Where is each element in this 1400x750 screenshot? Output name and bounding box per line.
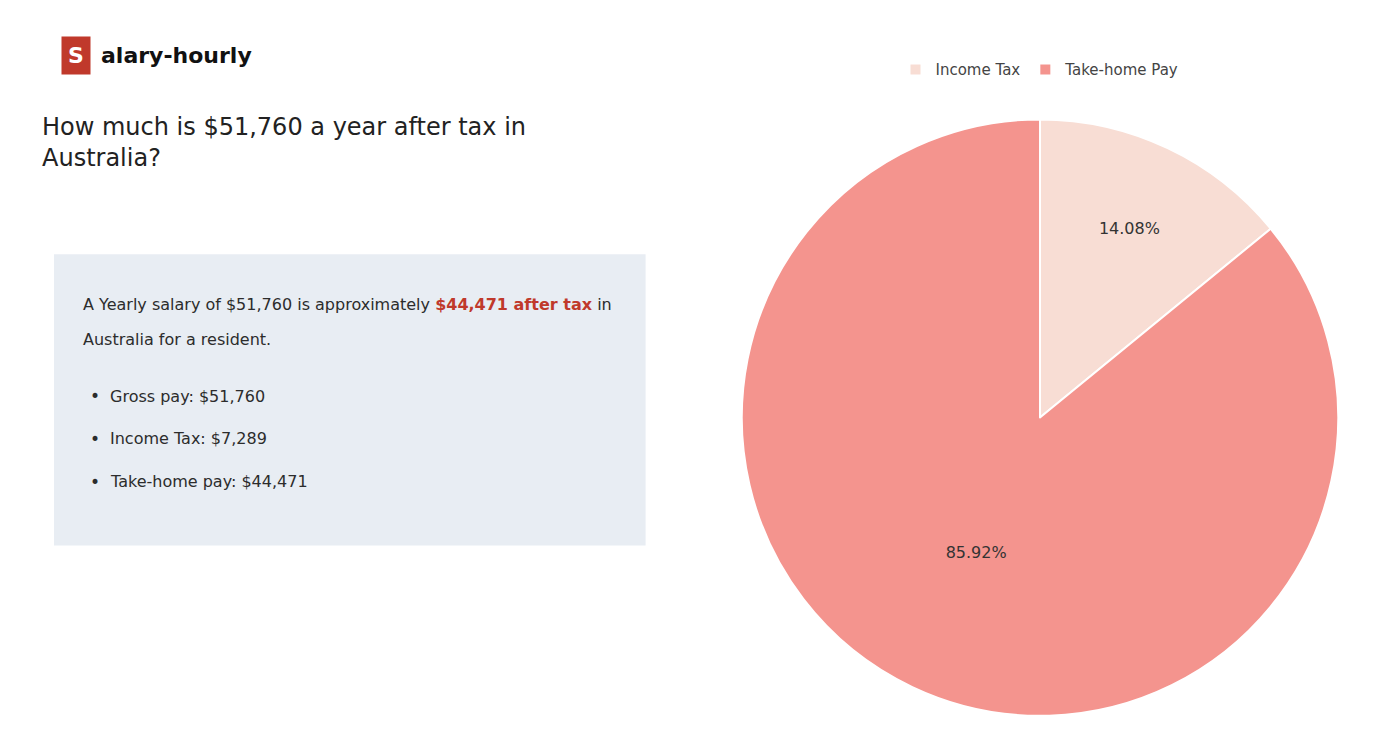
svg-text:alary-hourly: alary-hourly [101, 43, 252, 68]
svg-text:•: • [90, 472, 100, 492]
svg-text:Income Tax: Income Tax [936, 61, 1021, 79]
svg-text:A Yearly salary of $51,760 is: A Yearly salary of $51,760 is approximat… [83, 295, 612, 314]
svg-text:Gross pay: $51,760: Gross pay: $51,760 [110, 387, 265, 406]
svg-text:Take-home Pay: Take-home Pay [1064, 61, 1178, 79]
svg-text:Australia for a resident.: Australia for a resident. [83, 330, 271, 349]
svg-text:Take-home pay: $44,471: Take-home pay: $44,471 [110, 472, 308, 491]
svg-text:•: • [90, 429, 100, 449]
svg-text:How much is $51,760 a year aft: How much is $51,760 a year after tax inA… [42, 113, 526, 172]
svg-text:Income Tax: $7,289: Income Tax: $7,289 [110, 429, 267, 448]
svg-text:S: S [68, 43, 84, 68]
svg-text:85.92%: 85.92% [946, 543, 1007, 562]
svg-text:14.08%: 14.08% [1099, 219, 1160, 238]
svg-text:•: • [90, 386, 100, 406]
